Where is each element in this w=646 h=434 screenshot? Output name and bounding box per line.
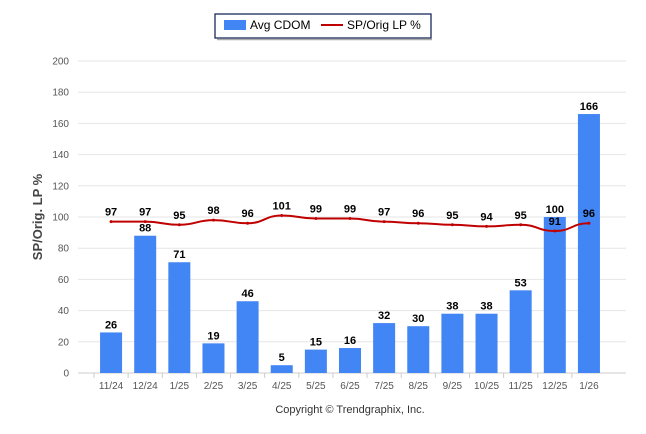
y-tick-label: 20 [58,337,70,348]
bar [270,365,293,373]
bar [304,349,327,373]
y-tick-label: 200 [52,57,69,68]
bar-value-label: 71 [173,249,185,261]
x-tick-label: 11/25 [509,381,534,392]
line-value-label: 97 [105,207,117,219]
line-value-label: 91 [549,216,561,228]
line-value-label: 97 [139,207,151,219]
line-point [348,217,352,221]
x-tick-label: 10/25 [474,381,499,392]
y-tick-label: 180 [52,88,69,99]
line-value-label: 97 [378,207,390,219]
bar-value-label: 38 [480,301,492,313]
line-point [485,224,489,228]
bar [509,290,532,373]
bar [236,301,259,373]
line-value-label: 99 [344,204,356,216]
line-value-label: 98 [207,205,219,217]
bar [441,313,464,373]
x-tick-label: 1/26 [579,381,599,392]
bar-value-label: 5 [279,352,285,364]
line-point [109,220,113,224]
x-tick-label: 3/25 [238,381,258,392]
line-point [450,223,454,227]
x-tick-label: 12/24 [133,381,158,392]
line-point [143,220,147,224]
x-tick-label: 9/25 [443,381,463,392]
y-tick-label: 120 [52,181,69,192]
bar-value-label: 46 [241,288,253,300]
y-tick-label: 40 [58,306,70,317]
line-point [587,221,591,225]
line-point [382,220,386,224]
bar-value-label: 32 [378,310,390,322]
bar-value-label: 26 [105,319,117,331]
bar [373,323,396,373]
legend-label-avg-cdom: Avg CDOM [250,18,310,32]
x-tick-label: 1/25 [170,381,190,392]
line-point [280,213,284,217]
line-value-label: 94 [480,211,493,223]
legend-label-sp-orig: SP/Orig LP % [347,18,421,32]
line-point [553,229,557,233]
bar [339,348,361,373]
bar [475,313,498,373]
y-tick-label: 60 [58,275,70,286]
bar-value-label: 30 [412,313,424,325]
line-point [519,223,523,227]
line-point [416,221,420,225]
line-value-label: 95 [173,210,185,222]
line-point [177,223,181,227]
bar-value-label: 19 [207,330,219,342]
bar [407,326,430,373]
bar-value-label: 88 [139,223,151,235]
x-tick-label: 8/25 [409,381,429,392]
copyright: Copyright © Trendgraphix, Inc. [275,404,424,416]
line-value-label: 96 [241,208,253,220]
x-tick-label: 11/24 [99,381,124,392]
y-tick-label: 0 [63,369,69,380]
x-tick-label: 4/25 [272,381,292,392]
bar [168,262,191,373]
x-tick-label: 2/25 [204,381,224,392]
legend: Avg CDOM SP/Orig LP % [214,13,432,41]
x-tick-label: 5/25 [306,381,326,392]
y-tick-label: 140 [52,150,69,161]
y-tick-label: 100 [52,213,69,224]
bar [577,114,600,373]
x-tick-label: 12/25 [542,381,567,392]
line-value-label: 96 [412,208,424,220]
line-point [314,217,318,221]
y-tick-label: 80 [58,244,70,255]
line-point [211,218,215,222]
bar-value-label: 15 [310,337,322,349]
bar [100,332,123,373]
line-value-label: 95 [446,210,458,222]
line-value-label: 96 [583,208,595,220]
legend-bar-swatch [224,20,246,30]
line-value-label: 95 [515,210,527,222]
line-value-label: 99 [310,204,322,216]
bar [202,343,225,373]
bar-value-label: 16 [344,335,356,347]
line-point [246,221,250,225]
bar-value-label: 53 [515,277,527,289]
x-tick-label: 6/25 [340,381,360,392]
bar-value-label: 100 [546,204,564,216]
bar-value-label: 166 [580,101,598,113]
bar [543,217,566,373]
bar-value-label: 38 [446,301,458,313]
y-tick-label: 160 [52,119,69,130]
bar [134,235,157,373]
y-axis-title: SP/Orig. LP % [30,173,45,260]
x-tick-label: 7/25 [374,381,394,392]
line-value-label: 101 [273,200,291,212]
